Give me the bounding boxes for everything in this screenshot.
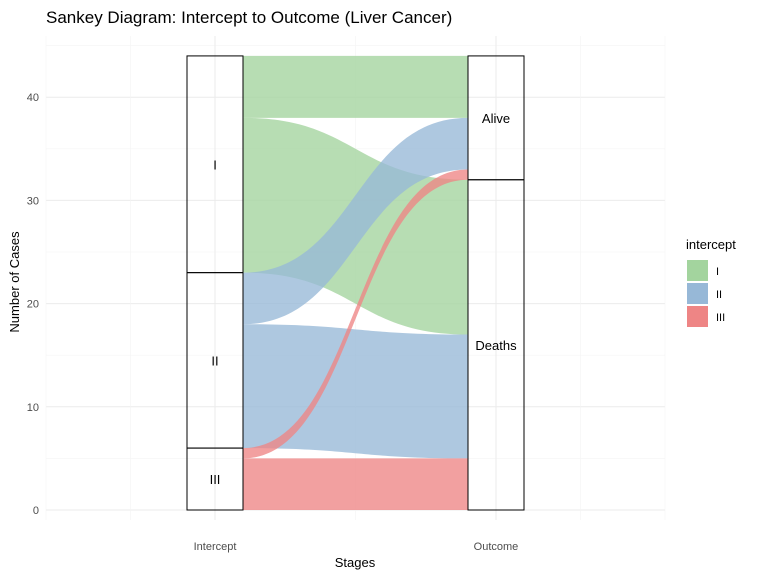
y-tick-label: 20 bbox=[27, 299, 39, 311]
stratum-label-iii: III bbox=[210, 472, 221, 487]
legend-label-ii: II bbox=[716, 289, 722, 301]
flow-i-to-alive bbox=[243, 55, 468, 118]
y-tick-label: 10 bbox=[27, 402, 39, 414]
stratum-label-deaths: Deaths bbox=[475, 338, 517, 353]
y-ticks: 0 10 20 30 40 bbox=[27, 92, 39, 517]
y-tick-label: 30 bbox=[27, 195, 39, 207]
stratum-label-alive: Alive bbox=[482, 111, 510, 126]
x-tick-label: Outcome bbox=[474, 541, 519, 553]
stratum-label-ii: II bbox=[211, 353, 218, 368]
flow-iii-to-deaths bbox=[243, 458, 468, 510]
legend-key-ii bbox=[687, 283, 708, 304]
stratum-box-intercept-iii bbox=[186, 447, 244, 511]
y-axis-label: Number of Cases bbox=[7, 231, 22, 333]
flows bbox=[243, 55, 468, 510]
legend-label-i: I bbox=[716, 266, 719, 278]
legend-key-iii bbox=[687, 306, 708, 327]
y-tick-label: 40 bbox=[27, 92, 39, 104]
legend-key-i bbox=[687, 260, 708, 281]
legend-label-iii: III bbox=[716, 312, 725, 324]
flow-ii-to-alive bbox=[243, 117, 468, 325]
x-axis-label: Stages bbox=[335, 555, 376, 570]
x-ticks: Intercept Outcome bbox=[194, 541, 519, 553]
flow-iii-to-alive bbox=[243, 169, 468, 459]
stratum-label-i: I bbox=[213, 157, 217, 172]
legend-title: intercept bbox=[686, 237, 736, 252]
x-tick-label: Intercept bbox=[194, 541, 237, 553]
y-tick-label: 0 bbox=[33, 505, 39, 517]
stratum-box-outcome-deaths bbox=[467, 179, 525, 511]
chart-title: Sankey Diagram: Intercept to Outcome (Li… bbox=[46, 8, 452, 27]
flow-ii-to-deaths bbox=[243, 324, 468, 459]
